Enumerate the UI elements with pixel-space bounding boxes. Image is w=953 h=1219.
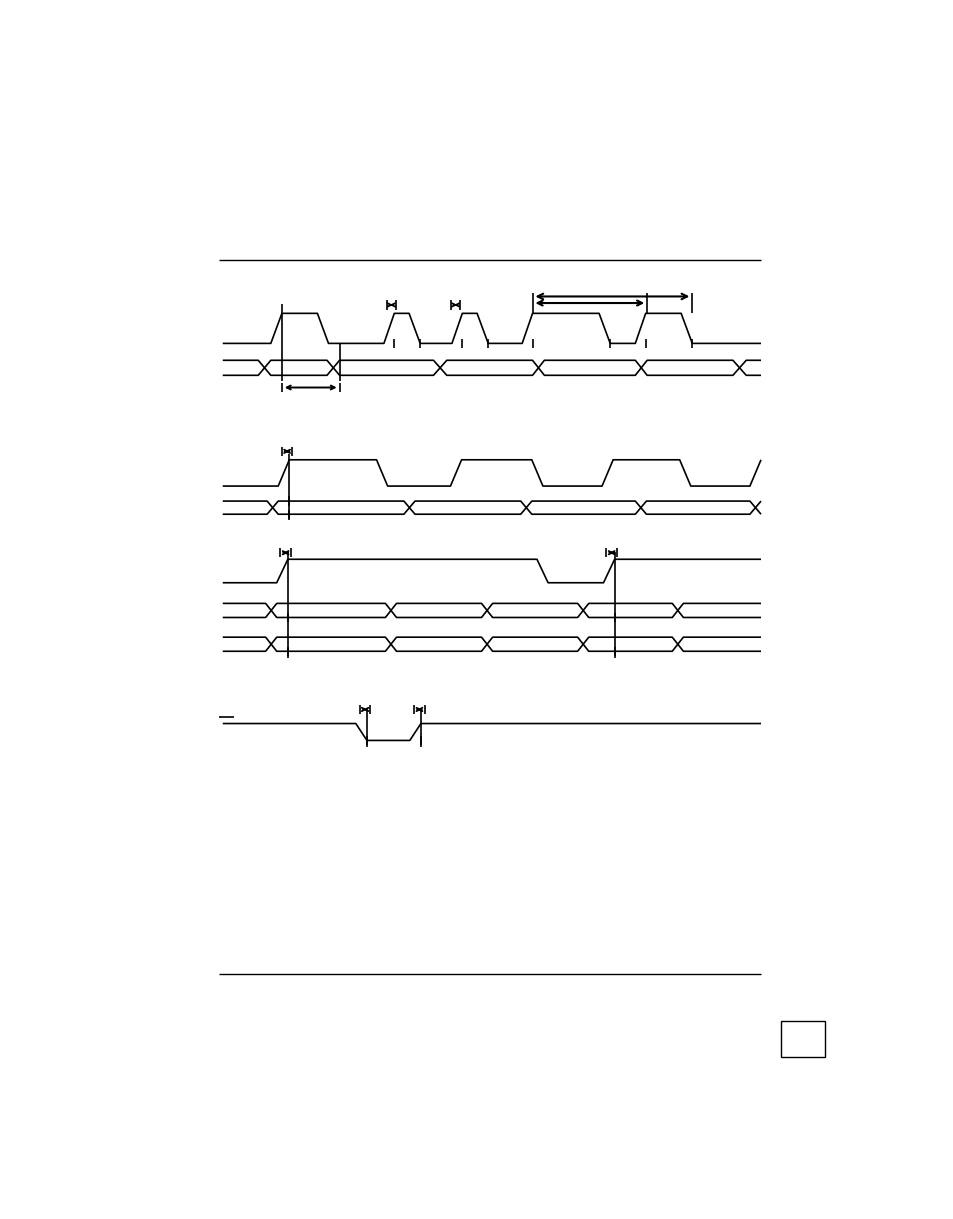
Bar [781,1022,824,1057]
